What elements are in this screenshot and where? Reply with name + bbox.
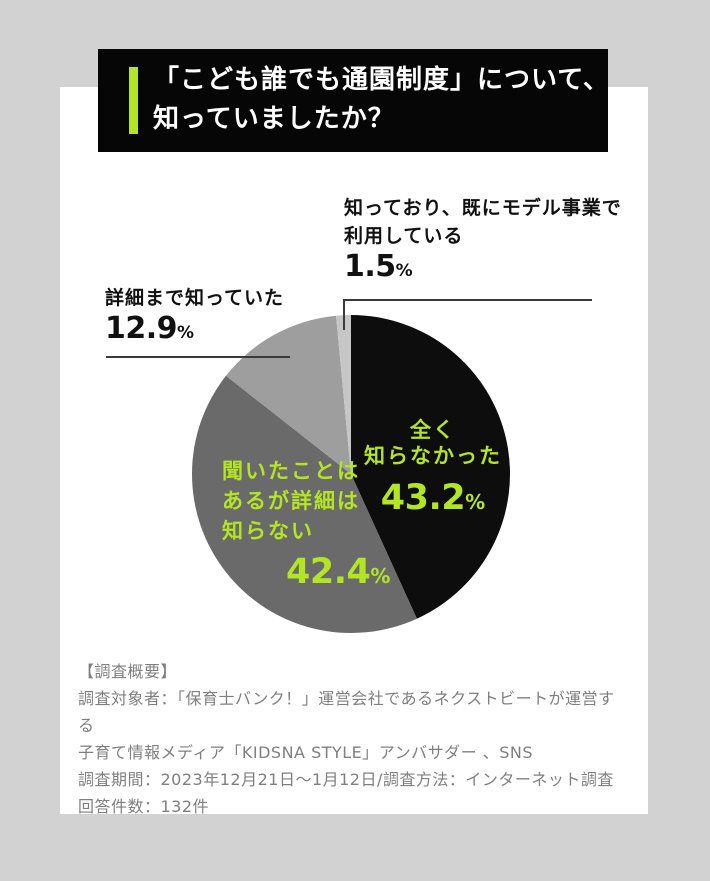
page-title-line1: 「こども誰でも通園制度」について、 xyxy=(153,65,610,95)
survey-response-count: 回答件数：132件 xyxy=(78,797,210,816)
label-model-business-line2: 利用している xyxy=(344,225,464,247)
label-heard-no-details-line2: あるが詳細は xyxy=(222,489,360,513)
pie-slice-1 xyxy=(191,375,417,633)
label-model-business-line1: 知っており、既にモデル事業で xyxy=(344,197,622,219)
survey-overview: 【調査概要】 調査対象者：「保育士バンク！」運営会社であるネクストビートが運営す… xyxy=(78,658,623,820)
leader-line-1-5 xyxy=(343,299,592,330)
label-heard-no-details-line3: 知らない xyxy=(222,519,314,543)
survey-target-line2: 子育て情報メディア「KIDSNA STYLE」アンバサダー 、SNS xyxy=(78,743,534,762)
title-accent-bar xyxy=(129,67,138,134)
survey-overview-heading: 【調査概要】 xyxy=(78,662,178,681)
label-never-knew-line1: 全く xyxy=(410,418,456,442)
pie-slices xyxy=(191,315,510,633)
label-model-business: 知っており、既にモデル事業で 利用している 1.5% xyxy=(344,194,622,288)
label-heard-no-details: 聞いたことは あるが詳細は 知らない xyxy=(222,456,360,546)
value-model-business: 1.5% xyxy=(344,249,413,284)
title-banner: 「こども誰でも通園制度」について、 知っていましたか？ xyxy=(98,49,610,152)
label-never-knew: 全く 知らなかった xyxy=(333,417,533,469)
label-knew-details-line1: 詳細まで知っていた xyxy=(105,287,285,309)
survey-target-line1: 調査対象者：「保育士バンク！」運営会社であるネクストビートが運営する xyxy=(78,689,615,735)
label-heard-no-details-line1: 聞いたことは xyxy=(222,459,360,483)
pie-slice-2 xyxy=(225,315,351,474)
page-title-line2: 知っていましたか？ xyxy=(153,104,395,134)
value-heard-no-details: 42.4% xyxy=(286,552,391,592)
survey-period-method: 調査期間：2023年12月21日～1月12日/調査方法：インターネット調査 xyxy=(78,770,614,789)
label-never-knew-line2: 知らなかった xyxy=(364,444,502,468)
page-title: 「こども誰でも通園制度」について、 知っていましたか？ xyxy=(153,61,610,139)
pie-slice-0 xyxy=(351,315,510,619)
label-knew-details: 詳細まで知っていた 12.9% xyxy=(105,284,284,350)
value-never-knew: 43.2% xyxy=(380,478,486,518)
pie-slice-3 xyxy=(336,315,351,474)
value-knew-details: 12.9% xyxy=(105,311,195,346)
